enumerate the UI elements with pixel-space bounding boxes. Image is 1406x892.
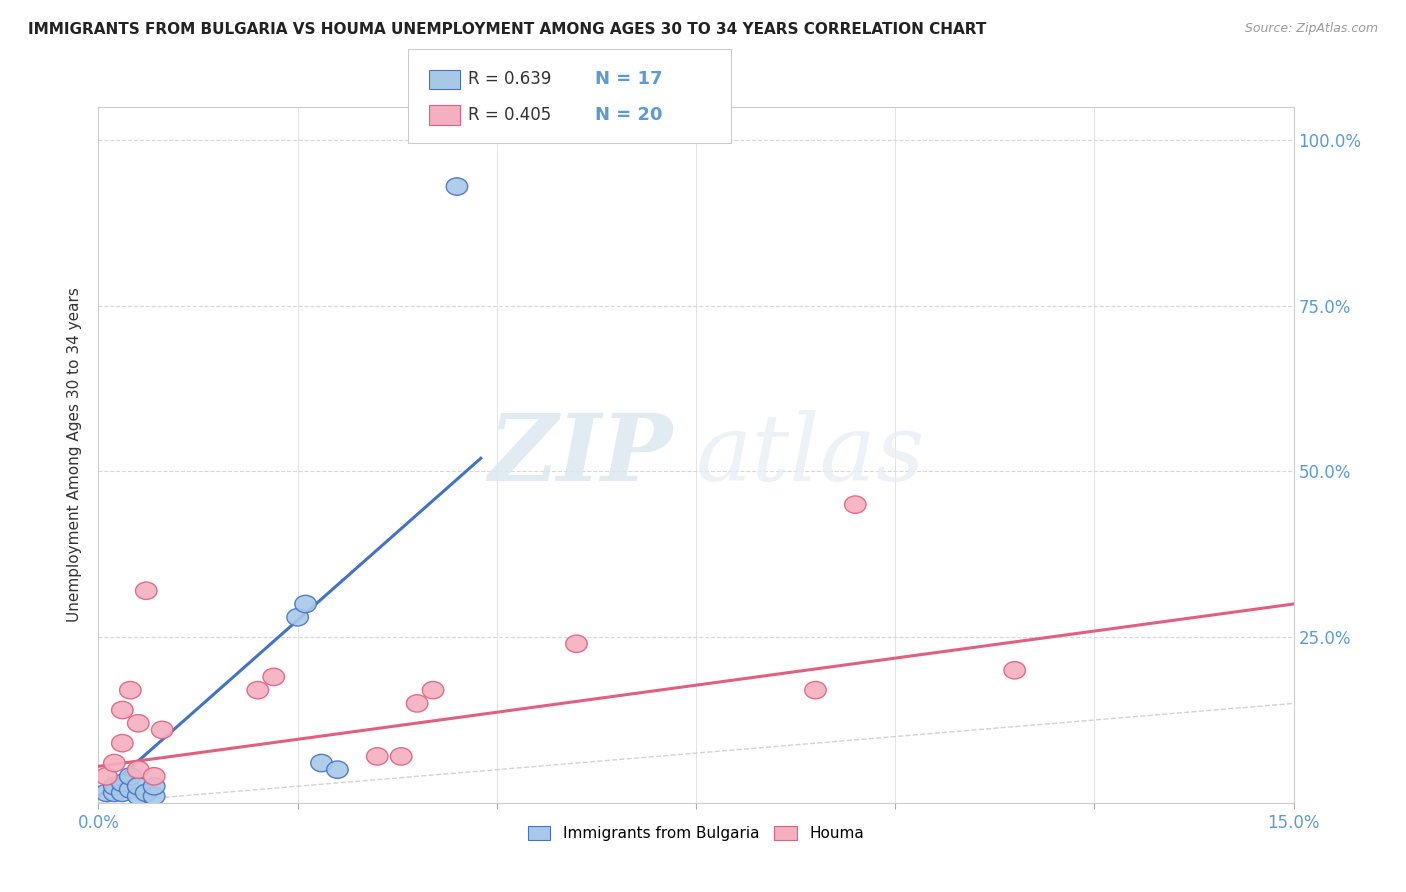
- Text: ZIP: ZIP: [488, 410, 672, 500]
- Ellipse shape: [565, 635, 588, 652]
- Ellipse shape: [287, 608, 308, 626]
- Ellipse shape: [446, 178, 468, 195]
- Ellipse shape: [367, 747, 388, 765]
- Text: atlas: atlas: [696, 410, 925, 500]
- Ellipse shape: [135, 582, 157, 599]
- Ellipse shape: [111, 734, 134, 752]
- Text: IMMIGRANTS FROM BULGARIA VS HOUMA UNEMPLOYMENT AMONG AGES 30 TO 34 YEARS CORRELA: IMMIGRANTS FROM BULGARIA VS HOUMA UNEMPL…: [28, 22, 987, 37]
- Ellipse shape: [391, 747, 412, 765]
- Ellipse shape: [111, 774, 134, 791]
- Text: N = 20: N = 20: [595, 106, 662, 124]
- Ellipse shape: [135, 784, 157, 802]
- Y-axis label: Unemployment Among Ages 30 to 34 years: Unemployment Among Ages 30 to 34 years: [67, 287, 83, 623]
- Text: R = 0.405: R = 0.405: [468, 106, 551, 124]
- Text: Source: ZipAtlas.com: Source: ZipAtlas.com: [1244, 22, 1378, 36]
- Ellipse shape: [96, 784, 117, 802]
- Ellipse shape: [311, 755, 332, 772]
- Ellipse shape: [128, 788, 149, 805]
- Ellipse shape: [104, 755, 125, 772]
- Ellipse shape: [120, 681, 141, 698]
- Ellipse shape: [120, 768, 141, 785]
- Ellipse shape: [104, 778, 125, 795]
- Ellipse shape: [104, 784, 125, 802]
- Text: R = 0.639: R = 0.639: [468, 70, 551, 88]
- Ellipse shape: [406, 695, 427, 712]
- Ellipse shape: [96, 768, 117, 785]
- Ellipse shape: [247, 681, 269, 698]
- Ellipse shape: [143, 768, 165, 785]
- Ellipse shape: [1004, 662, 1025, 679]
- Ellipse shape: [111, 701, 134, 719]
- Ellipse shape: [422, 681, 444, 698]
- Ellipse shape: [128, 778, 149, 795]
- Legend: Immigrants from Bulgaria, Houma: Immigrants from Bulgaria, Houma: [522, 820, 870, 847]
- Ellipse shape: [128, 714, 149, 732]
- Ellipse shape: [143, 788, 165, 805]
- Text: N = 17: N = 17: [595, 70, 662, 88]
- Ellipse shape: [845, 496, 866, 513]
- Ellipse shape: [111, 784, 134, 802]
- Ellipse shape: [152, 722, 173, 739]
- Ellipse shape: [804, 681, 827, 698]
- Ellipse shape: [263, 668, 284, 686]
- Ellipse shape: [143, 778, 165, 795]
- Ellipse shape: [128, 761, 149, 779]
- Ellipse shape: [326, 761, 349, 779]
- Ellipse shape: [120, 780, 141, 798]
- Ellipse shape: [295, 595, 316, 613]
